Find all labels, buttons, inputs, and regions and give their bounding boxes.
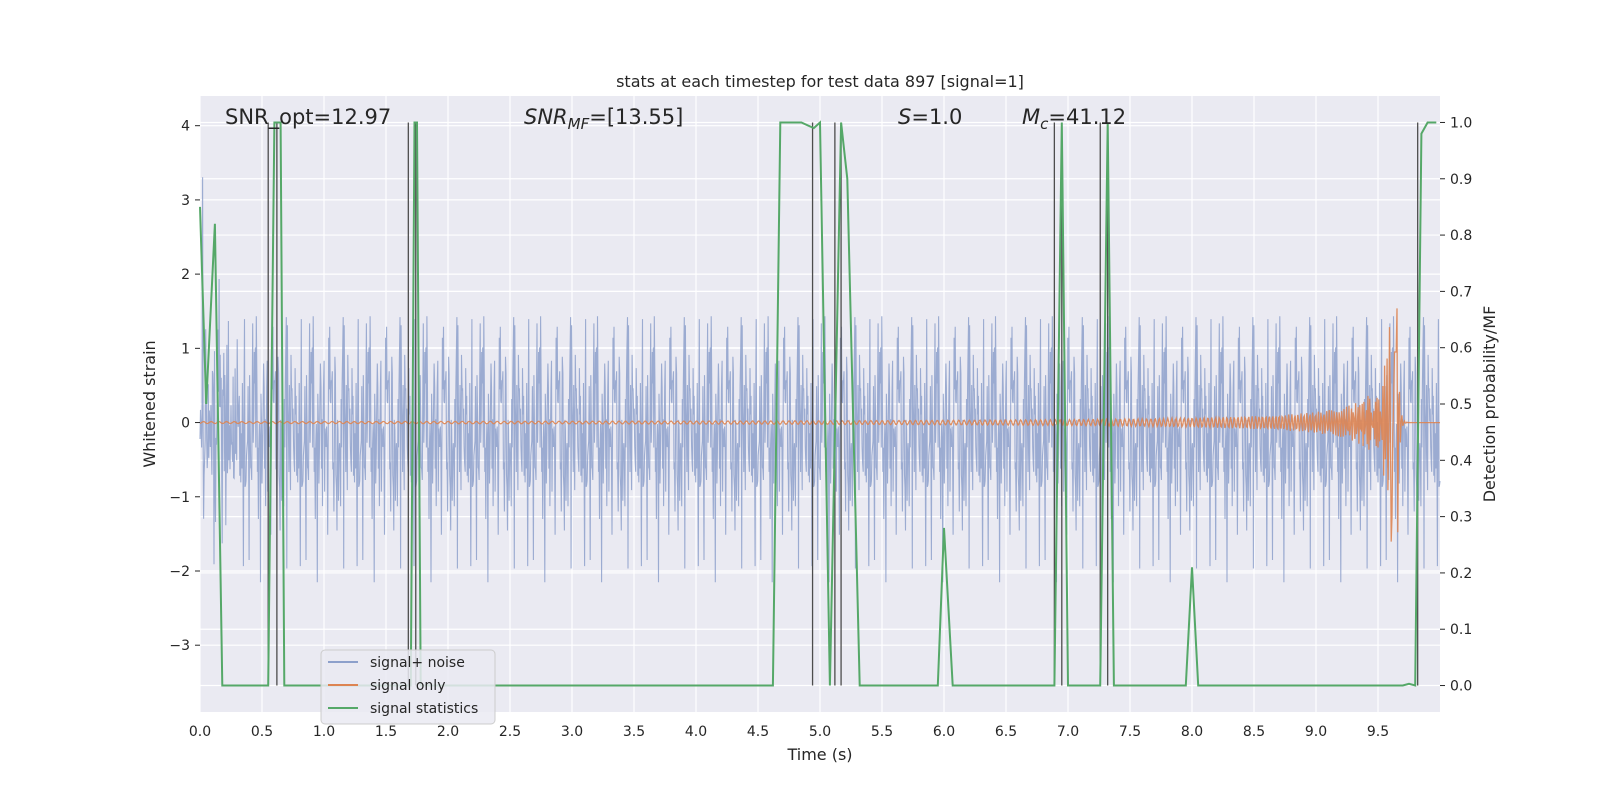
annotation-mc-subscript: c [1040,115,1049,133]
x-tick-label: 3.0 [561,724,583,740]
y-tick-label: 2 [181,267,190,283]
legend-label-noise: signal+ noise [370,655,465,671]
x-tick-label: 7.5 [1119,724,1141,740]
x-tick-label: 1.5 [375,724,397,740]
x-tick-label: 4.5 [747,724,769,740]
x-axis-ticks: 0.0 0.5 1.0 1.5 2.0 2.5 3.0 3.5 4.0 4.5 5.0 5.5 6.0 6… [189,724,1389,740]
annotation-snr-mf-value: =[13.55] [589,105,683,129]
y-axis-ticks: 4 3 2 1 0 −1 −2 −3 [169,119,200,654]
x-tick-label: 5.0 [809,724,831,740]
annotation-snr-mf-subscript: MF [568,115,590,133]
y2-tick-label: 0.9 [1450,172,1472,188]
x-tick-label: 2.5 [499,724,521,740]
legend-label-signal-only: signal only [370,678,445,694]
annotation-s-symbol: S [898,105,911,129]
x-tick-label: 4.0 [685,724,707,740]
vertical-markers [267,122,1419,686]
annotation-mc-value: =41.12 [1048,105,1126,129]
noise-trace [199,177,1441,583]
y-tick-label: 0 [181,416,190,432]
y2-tick-label: 0.6 [1450,341,1472,357]
annotation-snr-mf-symbol: SNR [524,105,568,129]
y-tick-label: −1 [169,490,190,506]
legend: signal+ noise signal only signal statist… [320,649,496,725]
annotation-s: S=1.0 [898,105,962,129]
x-tick-label: 7.0 [1057,724,1079,740]
annotation-snr-opt: SNR_opt=12.97 [225,105,391,130]
y2-tick-label: 0.4 [1450,453,1472,469]
x-tick-label: 1.0 [313,724,335,740]
y-tick-label: 1 [181,341,190,357]
x-tick-label: 5.5 [871,724,893,740]
annotation-mc: Mc=41.12 [1022,105,1126,133]
y2-tick-label: 0.3 [1450,510,1472,526]
annotation-snr-mf: SNRMF=[13.55] [524,105,683,133]
y2-tick-label: 0.2 [1450,566,1472,582]
x-tick-label: 2.0 [437,724,459,740]
y-axis-label: Whitened strain [140,340,159,467]
y-tick-label: −2 [169,564,190,580]
signal-only-trace [199,308,1440,542]
x-axis-label: Time (s) [786,745,852,764]
y2-tick-label: 0.5 [1450,397,1472,413]
series-signal-statistics [199,120,1437,687]
y2-tick-label: 0.1 [1450,622,1472,638]
y2-tick-label: 0.7 [1450,284,1472,300]
x-tick-label: 3.5 [623,724,645,740]
legend-label-statistics: signal statistics [370,701,478,717]
x-tick-label: 6.0 [933,724,955,740]
statistics-line [199,120,1437,687]
x-tick-label: 0.5 [251,724,273,740]
x-tick-label: 9.5 [1367,724,1389,740]
y2-axis-label: Detection probability/MF [1480,306,1499,503]
y2-tick-label: 1.0 [1450,115,1472,131]
y2-tick-label: 0.8 [1450,228,1472,244]
x-tick-label: 8.5 [1243,724,1265,740]
chart-title: stats at each timestep for test data 897… [616,72,1024,91]
y2-axis-ticks: 1.0 0.9 0.8 0.7 0.6 0.5 0.4 0.3 0.2 0.1 0.0 [1440,115,1472,695]
x-tick-label: 9.0 [1305,724,1327,740]
legend-box [320,649,496,725]
series-signal-noise [199,177,1441,583]
series-signal-only [199,308,1440,542]
y-tick-label: 4 [181,119,190,135]
annotation-s-value: =1.0 [911,105,962,129]
y-tick-label: 3 [181,193,190,209]
y-tick-label: −3 [169,638,190,654]
annotation-mc-symbol: M [1022,105,1040,129]
x-tick-label: 0.0 [189,724,211,740]
y2-tick-label: 0.0 [1450,679,1472,695]
x-tick-label: 6.5 [995,724,1017,740]
x-tick-label: 8.0 [1181,724,1203,740]
